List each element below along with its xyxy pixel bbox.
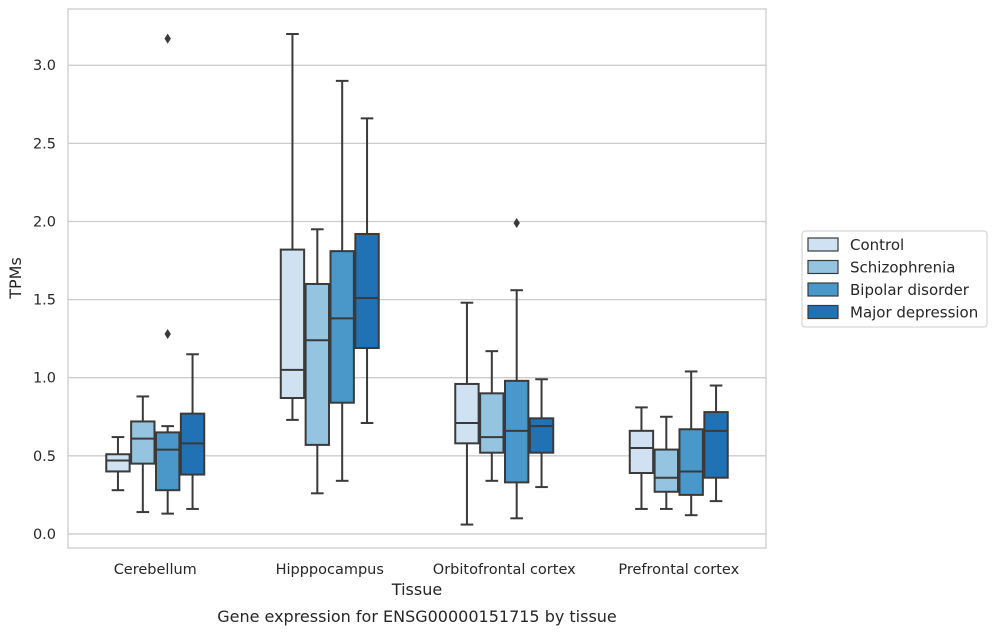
y-tick-label: 1.0 [33, 371, 56, 387]
series-control [105, 32, 655, 526]
legend-label: Major depression [850, 304, 978, 322]
legend-swatch [807, 282, 839, 297]
box-body [703, 411, 729, 479]
y-tick-label: 1.5 [33, 293, 56, 309]
y-tick-label: 0.0 [33, 527, 56, 543]
box-body [304, 282, 331, 446]
box-body [105, 453, 131, 473]
x-tick-label: Hipppocampus [276, 562, 384, 578]
x-tick-label: Orbitofrontal cortex [433, 562, 576, 578]
box [628, 406, 655, 510]
plot-frame [67, 8, 767, 549]
legend: Control Schizophrenia Bipolar disorder Majo… [801, 230, 988, 328]
box [304, 228, 331, 495]
box [354, 117, 380, 425]
box-plot-series [105, 32, 729, 526]
box [503, 218, 530, 520]
legend-frame [801, 230, 988, 328]
box-body [479, 392, 505, 454]
legend-swatch [807, 304, 839, 320]
x-axis-title: Tissue [391, 580, 442, 599]
box [105, 436, 131, 492]
box [179, 353, 206, 510]
box [154, 33, 181, 515]
box [703, 384, 729, 503]
x-axis-ticks: Cerebellum Hipppocampus Orbitofrontal cort… [114, 562, 740, 578]
box [678, 370, 704, 517]
box [454, 301, 480, 526]
y-axis-title: TPMs [6, 257, 25, 300]
series-schizophrenia [130, 228, 680, 514]
legend-swatch [807, 237, 839, 252]
box [479, 350, 505, 482]
y-tick-label: 2.5 [33, 136, 56, 152]
box-body [528, 417, 555, 454]
legend-label: Control [850, 236, 904, 254]
y-tick-label: 2.0 [33, 214, 56, 230]
x-tick-label: Prefrontal cortex [618, 562, 739, 578]
box-body [354, 232, 380, 350]
outlier-marker [164, 33, 171, 44]
x-tick-label: Cerebellum [114, 562, 197, 578]
chart-caption: Gene expression for ENSG00000151715 by t… [217, 607, 617, 626]
outlier-marker [164, 328, 171, 339]
box-body [678, 428, 704, 496]
box-body [329, 250, 355, 404]
legend-label: Schizophrenia [850, 259, 955, 277]
y-tick-label: 0.5 [33, 449, 56, 465]
box [329, 79, 355, 482]
box-body [130, 420, 156, 465]
legend-swatch [807, 259, 839, 275]
box-body [454, 382, 480, 445]
box [130, 395, 156, 514]
legend-label: Bipolar disorder [850, 281, 970, 299]
box [653, 415, 680, 510]
box [279, 32, 306, 421]
series-bipolar-disorder [154, 33, 704, 520]
series-major-depression [179, 117, 729, 510]
box [528, 378, 555, 489]
y-tick-label: 3.0 [33, 58, 56, 74]
box-body [653, 448, 680, 493]
y-axis-ticks: 0.0 0.5 1.0 1.5 2.0 2.5 3.0 [33, 58, 56, 543]
box-body [628, 429, 655, 475]
box-body [154, 431, 181, 492]
outlier-marker [513, 218, 520, 229]
box-body [279, 248, 306, 400]
